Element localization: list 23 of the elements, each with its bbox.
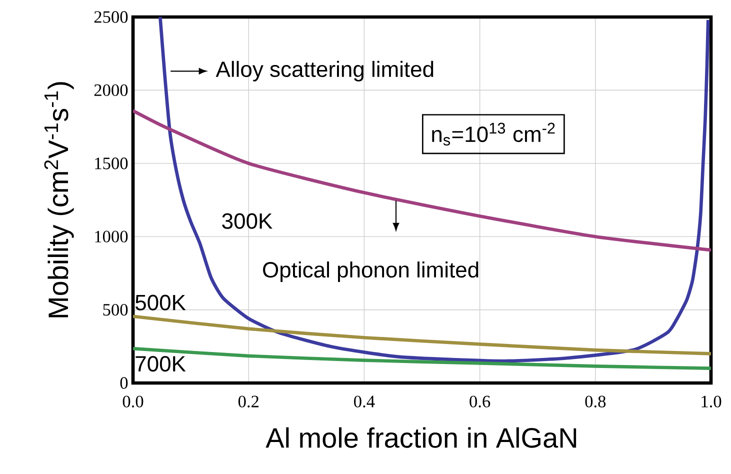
series-label: 300K <box>222 213 272 229</box>
annotation: Alloy scattering limited <box>216 60 434 82</box>
y-tick-label: 2500 <box>94 11 128 23</box>
x-tick-label: 0.8 <box>585 396 606 408</box>
annotation: Optical phonon limited <box>263 261 478 282</box>
x-axis-title: Al mole fraction in AlGaN <box>266 427 576 448</box>
y-tick-label: 2000 <box>94 84 128 96</box>
series-label: 500K <box>135 294 186 310</box>
x-tick-label: 0.0 <box>122 396 144 408</box>
line-series <box>133 346 711 370</box>
y-tick-label: 1500 <box>95 158 128 170</box>
x-tick-label: 0.4 <box>354 396 375 408</box>
series-label: 700K <box>136 356 186 372</box>
line-series <box>133 314 711 356</box>
y-tick-label: 0 <box>120 377 128 389</box>
x-tick-label: 1.0 <box>702 396 722 408</box>
annotation: n$_{s}$=10$^{13}$ cm$^{-2}$ <box>432 122 555 146</box>
y-tick-label: 500 <box>103 304 128 316</box>
line-series <box>133 109 711 252</box>
x-tick-label: 0.6 <box>470 396 490 408</box>
y-axis-title: Mobility (cm$^{2}$V$^{-1}$s$^{-1}$) <box>44 82 74 318</box>
y-tick-label: 1000 <box>95 230 128 242</box>
x-tick-label: 0.2 <box>238 396 258 408</box>
